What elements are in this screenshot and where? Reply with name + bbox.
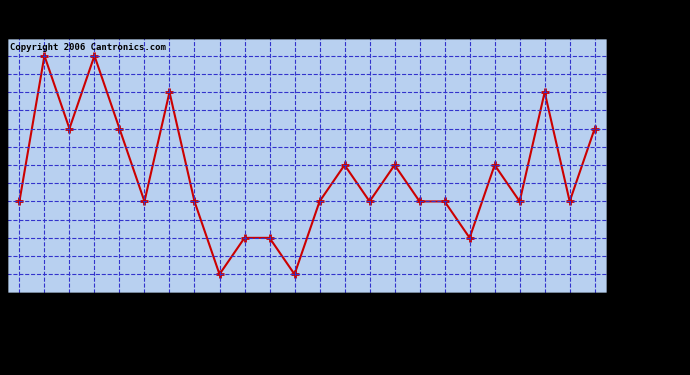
Text: Copyright 2006 Cantronics.com: Copyright 2006 Cantronics.com [10, 43, 166, 52]
Text: Evapotranspiration per Day (Inches) 20061211: Evapotranspiration per Day (Inches) 2006… [83, 11, 524, 29]
